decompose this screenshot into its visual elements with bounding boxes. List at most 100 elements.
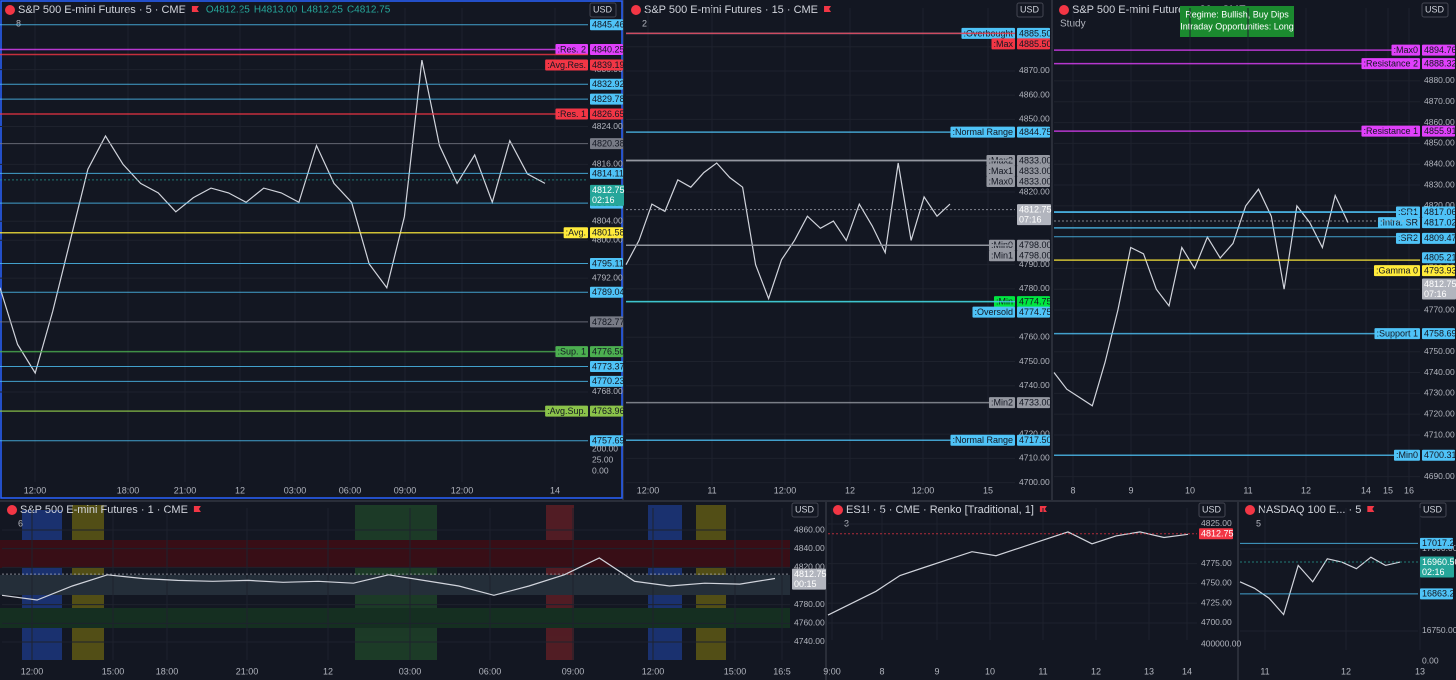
level-price-box	[590, 78, 623, 90]
currency[interactable]: USD	[1425, 4, 1445, 14]
level-price-box	[1422, 217, 1455, 229]
level-price-box	[1017, 306, 1050, 318]
level-name: :Intra. SR	[1380, 217, 1419, 227]
current-price-box	[1199, 528, 1233, 540]
level-price-box	[1422, 232, 1455, 244]
x-tick-label: 06:00	[339, 485, 362, 495]
level-price: 4845.46	[592, 20, 625, 30]
panel-title: NASDAQ 100 E... · 5	[1258, 504, 1361, 516]
regime-note: Intraday Opportunities: Long	[1180, 21, 1294, 31]
x-tick-label: 16:5	[773, 666, 791, 676]
y-tick-label: 4700.00	[1019, 477, 1050, 487]
level-price: 4894.76	[1424, 45, 1456, 55]
volume-label: 0.00	[1422, 655, 1439, 665]
level-price: 4763.96	[592, 406, 625, 416]
currency[interactable]: USD	[1423, 504, 1443, 514]
session-bands	[0, 505, 790, 660]
level-price: 4839.19	[592, 60, 625, 70]
level-name-box	[545, 405, 588, 417]
y-tick-label: 4720.00	[1019, 428, 1050, 438]
level-price: 4885.50	[1019, 39, 1052, 49]
x-tick-label: 12:00	[24, 485, 47, 495]
panel-title: S&P 500 E-mini Futures · 15 · CME	[644, 4, 818, 16]
current-price-box	[1017, 204, 1051, 216]
currency[interactable]: USD	[1020, 4, 1040, 14]
current-price: 4812.75	[1019, 204, 1052, 214]
level-price-box	[590, 346, 623, 358]
y-tick-label: 4790.00	[1019, 259, 1050, 269]
currency[interactable]: USD	[593, 4, 613, 14]
current-price: 4812.75	[592, 185, 625, 195]
y-tick-label: 4720.00	[1424, 408, 1455, 418]
level-name-box	[1374, 328, 1420, 340]
currency-box[interactable]	[589, 2, 617, 18]
x-tick-label: 9	[934, 666, 939, 676]
level-price: 4832.92	[592, 79, 625, 89]
currency-box[interactable]	[1421, 2, 1449, 18]
level-name: :SR2	[1398, 233, 1418, 243]
regime-box	[1180, 6, 1294, 37]
countdown: 02:16	[1422, 567, 1445, 577]
currency-box[interactable]	[1016, 2, 1044, 18]
indicator-count: 5	[1256, 518, 1261, 528]
level-price: 16863.25	[1422, 589, 1456, 599]
level-name: :Max0	[1393, 45, 1418, 55]
x-tick-label: 9:00	[823, 666, 841, 676]
symbol-icon	[5, 5, 15, 15]
regime-note: Regime: Bullish, Buy Dips	[1185, 9, 1289, 19]
y-tick-label: 4860.00	[1424, 117, 1455, 127]
level-name: :Min2	[991, 398, 1013, 408]
countdown-box	[1420, 566, 1454, 578]
level-price: 4844.75	[1019, 127, 1052, 137]
level-name-box	[1361, 58, 1420, 70]
currency[interactable]: USD	[795, 504, 815, 514]
level-price-box	[1422, 328, 1455, 340]
volume-label: 25.00	[592, 454, 614, 464]
level-price: 4829.78	[592, 94, 625, 104]
currency-box[interactable]	[791, 502, 819, 518]
current-price-box	[1422, 278, 1456, 290]
y-tick-label: 4870.00	[1019, 65, 1050, 75]
x-tick-label: 12:00	[21, 666, 44, 676]
level-price-box	[590, 360, 623, 372]
y-tick-label: 4690.00	[1424, 471, 1455, 481]
level-price-box	[1017, 27, 1050, 39]
price-line	[1, 557, 776, 601]
level-price: 4700.31	[1424, 450, 1456, 460]
level-price-box	[590, 138, 623, 150]
level-price: 4833.00	[1019, 176, 1052, 186]
level-price: 4789.04	[592, 287, 625, 297]
level-price: 4770.23	[592, 376, 625, 386]
x-tick-label: 12:00	[642, 666, 665, 676]
y-tick-label: 4820.00	[1424, 200, 1455, 210]
level-price: 4733.00	[1019, 398, 1052, 408]
x-tick-label: 03:00	[284, 485, 307, 495]
y-tick-label: 4824.00	[592, 121, 623, 131]
x-tick-label: 16	[1404, 485, 1414, 495]
symbol-icon	[7, 505, 17, 515]
level-name-box	[545, 59, 588, 71]
level-name: :Normal Range	[952, 435, 1013, 445]
level-price-box	[1422, 206, 1455, 218]
level-price: 4798.00	[1019, 251, 1052, 261]
volume-label: 0.00	[592, 465, 609, 475]
level-name-box	[950, 126, 1015, 138]
countdown-box	[590, 194, 624, 206]
level-price: 4826.65	[592, 109, 625, 119]
y-tick-label: 4740.00	[1019, 380, 1050, 390]
y-tick-label: 4740.00	[794, 636, 825, 646]
countdown-box	[1422, 288, 1456, 300]
countdown-box	[1017, 214, 1051, 226]
level-price-box	[1422, 449, 1455, 461]
x-tick-label: 09:00	[562, 666, 585, 676]
x-tick-label: 12	[323, 666, 333, 676]
current-price-box	[590, 184, 624, 196]
currency-box[interactable]	[1198, 502, 1226, 518]
level-price: 4833.00	[1019, 166, 1052, 176]
currency[interactable]: USD	[1202, 504, 1222, 514]
level-price-box	[590, 227, 623, 239]
active-panel-border	[0, 0, 623, 499]
level-name-box	[988, 250, 1015, 262]
level-price: 4757.69	[592, 436, 625, 446]
